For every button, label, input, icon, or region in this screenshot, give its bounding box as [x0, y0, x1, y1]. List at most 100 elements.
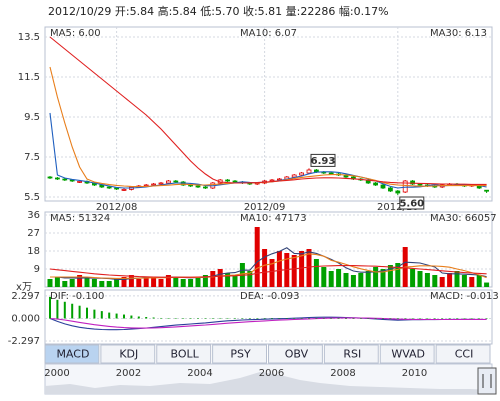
legend-entry: DIF: -0.100 — [50, 291, 104, 302]
volume-bar — [484, 282, 490, 287]
tab-label: BOLL — [171, 348, 200, 361]
ma-line — [49, 317, 487, 329]
volume-bar — [262, 249, 268, 287]
volume-bar — [432, 275, 438, 287]
indicator-tab[interactable] — [323, 344, 379, 364]
macd-bar — [219, 317, 222, 319]
indicator-tab[interactable] — [435, 344, 491, 364]
volume-bar — [321, 267, 327, 287]
indicator-tab[interactable] — [268, 344, 323, 364]
macd-bar — [271, 318, 273, 319]
macd-bar — [433, 318, 436, 319]
indicator-tab[interactable] — [44, 344, 100, 364]
candle-body — [299, 172, 305, 176]
macd-bar — [137, 316, 140, 319]
volume-bar — [343, 273, 349, 287]
macd-bar — [115, 313, 118, 319]
macd-bar — [226, 317, 229, 319]
volume-bar — [180, 279, 186, 287]
macd-bar — [359, 318, 362, 319]
macd-bar — [389, 318, 392, 319]
volume-bar — [313, 259, 319, 287]
macd-bar — [152, 317, 155, 319]
candle-body — [173, 180, 179, 183]
macd-bar — [396, 318, 399, 319]
y-tick-label: 2.297 — [11, 291, 40, 302]
macd-bar — [322, 318, 325, 319]
timeline-label: 2002 — [116, 368, 141, 379]
candle-body — [121, 188, 127, 191]
x-tick-label: 2012/09 — [244, 202, 286, 213]
candle-body — [151, 183, 157, 186]
macd-bar — [174, 318, 177, 319]
volume-bar — [217, 269, 223, 287]
macd-bar — [248, 318, 251, 319]
legend-entry: DEA: -0.093 — [240, 291, 299, 302]
volume-bar — [469, 277, 475, 287]
volume-bar — [69, 279, 75, 287]
candle-body — [373, 182, 379, 186]
volume-bar — [47, 279, 53, 287]
tab-label: KDJ — [119, 348, 138, 361]
volume-bar — [202, 275, 208, 287]
y-tick-label: 11.5 — [18, 72, 40, 83]
macd-bar — [197, 318, 199, 319]
x-tick-label: 2012/10 — [377, 202, 419, 213]
macd-bar — [145, 317, 148, 319]
volume-bar — [114, 279, 120, 287]
annotation-label: 5.60 — [399, 199, 424, 210]
legend-entry: MA10: 47173 — [240, 213, 307, 224]
scroll-handle[interactable] — [477, 367, 497, 395]
candle-body — [62, 178, 68, 181]
volume-bar — [276, 251, 282, 287]
macd-bar — [204, 318, 207, 319]
unit-label: x万 — [16, 282, 32, 293]
volume-bar — [328, 271, 334, 287]
ma-line — [49, 265, 487, 278]
y-tick-label: 7.5 — [24, 152, 40, 163]
candle-body — [55, 177, 60, 180]
indicator-tab[interactable] — [156, 344, 212, 364]
legend-entry: MA10: 6.07 — [240, 28, 297, 39]
legend-entry: MA30: 66057 — [430, 213, 497, 224]
volume-bar — [410, 269, 416, 287]
indicator-tab[interactable] — [212, 344, 267, 364]
macd-bar — [330, 318, 333, 319]
macd-bar — [182, 318, 185, 319]
candle-body — [195, 185, 201, 188]
volume-bar — [291, 255, 297, 287]
macd-bar — [352, 318, 355, 319]
y-tick-label: 13.5 — [18, 32, 40, 43]
candle-body — [202, 186, 208, 189]
volume-bar — [269, 259, 275, 287]
legend-entry: MA30: 6.13 — [430, 28, 487, 39]
macd-bar — [419, 318, 421, 319]
x-tick-label: 2012/08 — [96, 202, 138, 213]
ma-line — [50, 253, 487, 279]
volume-bar — [188, 279, 194, 287]
candle-body — [225, 179, 231, 182]
volume-bar — [232, 275, 238, 287]
macd-bar — [123, 314, 125, 319]
macd-bar — [382, 318, 384, 319]
indicator-tab[interactable] — [100, 344, 156, 364]
y-tick-label: 5.5 — [24, 192, 40, 203]
candle-body — [387, 187, 393, 192]
macd-bar — [278, 318, 281, 319]
macd-bar — [470, 318, 473, 319]
candle-body — [306, 169, 312, 174]
volume-bar — [306, 249, 312, 287]
macd-bar — [256, 318, 259, 319]
indicator-tab[interactable] — [379, 344, 435, 364]
macd-bar — [93, 309, 96, 319]
tab-label: RSI — [343, 348, 361, 361]
y-tick-label: 9 — [34, 264, 40, 275]
macd-bar — [315, 318, 318, 319]
macd-bar — [241, 318, 244, 319]
macd-bar — [263, 318, 266, 319]
tab-label: PSY — [230, 348, 251, 361]
timeline-label: 2010 — [402, 368, 427, 379]
macd-bar — [345, 318, 347, 319]
macd-bar — [426, 318, 429, 319]
volume-bar — [91, 279, 97, 287]
